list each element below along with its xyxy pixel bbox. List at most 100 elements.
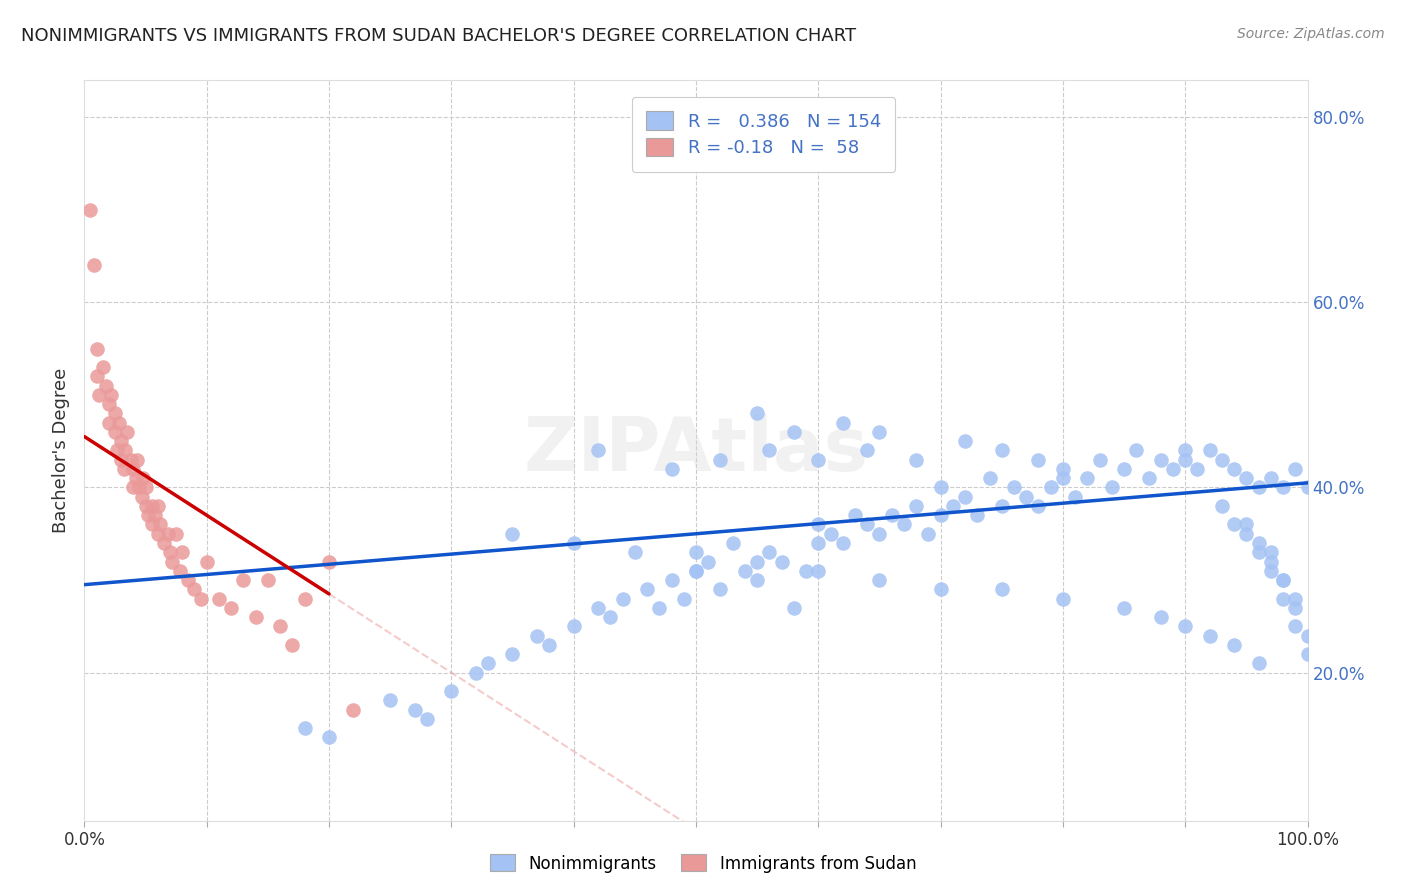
Point: [869, 526, 891, 541]
Point: [105, 443, 128, 458]
Point: [135, 499, 157, 513]
Point: [709, 452, 731, 467]
Point: [1174, 452, 1197, 467]
Point: [661, 462, 683, 476]
Point: [177, 573, 200, 587]
Point: [136, 508, 159, 523]
Point: [1114, 600, 1136, 615]
Point: [953, 434, 976, 449]
Point: [820, 526, 842, 541]
Point: [87, 388, 110, 402]
Point: [110, 452, 132, 467]
Point: [96, 378, 118, 392]
Point: [1247, 657, 1270, 671]
Point: [1076, 471, 1098, 485]
Point: [1028, 499, 1050, 513]
Point: [1088, 452, 1111, 467]
Point: [929, 508, 952, 523]
Point: [1284, 462, 1306, 476]
Point: [880, 508, 903, 523]
Point: [162, 554, 184, 569]
Point: [586, 443, 609, 458]
Point: [624, 545, 647, 559]
Point: [1052, 471, 1074, 485]
Point: [929, 480, 952, 494]
Text: NONIMMIGRANTS VS IMMIGRANTS FROM SUDAN BACHELOR'S DEGREE CORRELATION CHART: NONIMMIGRANTS VS IMMIGRANTS FROM SUDAN B…: [21, 27, 856, 45]
Point: [156, 526, 179, 541]
Point: [172, 545, 194, 559]
Point: [636, 582, 658, 597]
Point: [294, 721, 316, 735]
Point: [807, 536, 830, 550]
Point: [281, 638, 304, 652]
Point: [104, 425, 127, 439]
Point: [1150, 610, 1173, 624]
Point: [1296, 480, 1319, 494]
Point: [1150, 452, 1173, 467]
Point: [661, 573, 683, 587]
Point: [97, 416, 120, 430]
Point: [219, 600, 242, 615]
Point: [526, 628, 548, 642]
Point: [966, 508, 988, 523]
Point: [758, 443, 780, 458]
Point: [1296, 647, 1319, 661]
Point: [1260, 554, 1282, 569]
Point: [257, 573, 280, 587]
Point: [294, 591, 316, 606]
Point: [991, 582, 1014, 597]
Point: [831, 416, 853, 430]
Point: [146, 499, 169, 513]
Point: [905, 452, 928, 467]
Point: [141, 499, 163, 513]
Point: [758, 545, 780, 559]
Point: [114, 443, 136, 458]
Point: [538, 638, 561, 652]
Point: [125, 452, 148, 467]
Text: Source: ZipAtlas.com: Source: ZipAtlas.com: [1237, 27, 1385, 41]
Point: [1052, 462, 1074, 476]
Point: [1272, 573, 1295, 587]
Point: [1236, 517, 1258, 532]
Point: [125, 471, 148, 485]
Point: [1236, 526, 1258, 541]
Point: [562, 536, 585, 550]
Point: [1187, 462, 1209, 476]
Point: [318, 554, 340, 569]
Point: [143, 508, 166, 523]
Point: [165, 526, 187, 541]
Point: [747, 407, 769, 421]
Point: [1114, 462, 1136, 476]
Point: [953, 490, 976, 504]
Point: [141, 517, 163, 532]
Point: [149, 517, 172, 532]
Point: [991, 443, 1014, 458]
Point: [1272, 573, 1295, 587]
Point: [685, 545, 707, 559]
Point: [1125, 443, 1147, 458]
Point: [135, 480, 157, 494]
Point: [153, 536, 176, 550]
Point: [1064, 490, 1087, 504]
Point: [120, 452, 142, 467]
Point: [807, 517, 830, 532]
Point: [747, 554, 769, 569]
Point: [697, 554, 720, 569]
Point: [1174, 619, 1197, 633]
Point: [1296, 628, 1319, 642]
Point: [1284, 591, 1306, 606]
Point: [195, 554, 218, 569]
Point: [112, 462, 135, 476]
Point: [1039, 480, 1062, 494]
Point: [672, 591, 695, 606]
Point: [86, 342, 108, 356]
Point: [1002, 480, 1025, 494]
Point: [1272, 480, 1295, 494]
Point: [380, 693, 402, 707]
Point: [269, 619, 291, 633]
Point: [856, 443, 879, 458]
Point: [929, 582, 952, 597]
Point: [318, 731, 340, 745]
Point: [100, 388, 122, 402]
Point: [502, 526, 524, 541]
